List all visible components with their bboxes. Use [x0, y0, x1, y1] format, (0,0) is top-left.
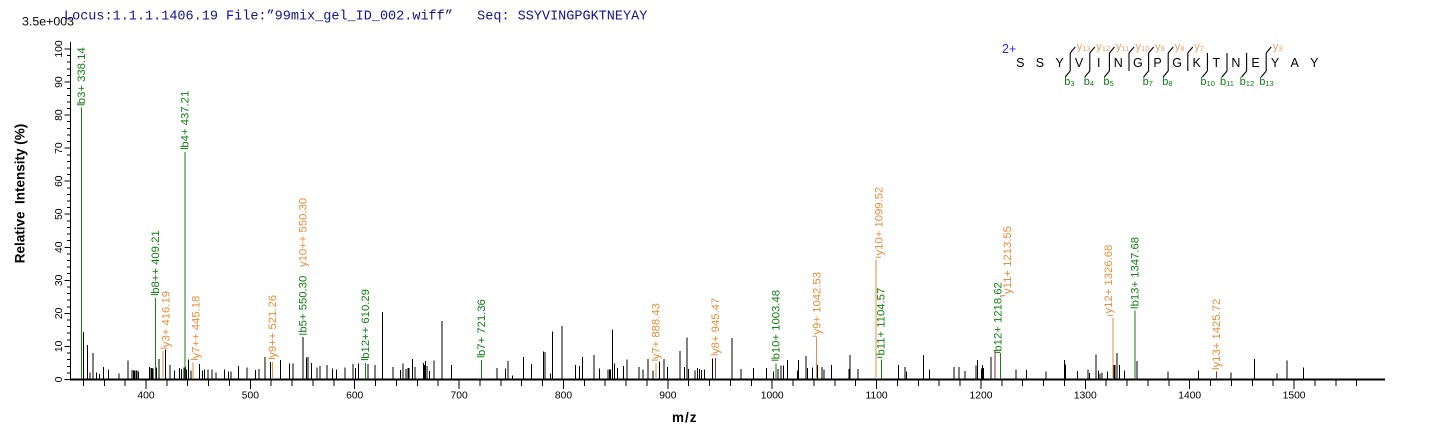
- svg-text:Relative Intensity (%): Relative Intensity (%): [13, 124, 28, 264]
- svg-text:800: 800: [555, 391, 572, 402]
- svg-text:900: 900: [659, 391, 676, 402]
- svg-text:y3: y3: [1273, 41, 1283, 53]
- svg-text:60: 60: [54, 175, 65, 187]
- svg-text:b12++ 610.29: b12++ 610.29: [360, 289, 372, 359]
- svg-text:y9+ 1042.53: y9+ 1042.53: [811, 272, 823, 335]
- svg-text:b3+ 338.14: b3+ 338.14: [76, 47, 88, 104]
- svg-text:y9: y9: [1155, 41, 1165, 53]
- svg-text:Y: Y: [1310, 56, 1319, 70]
- svg-text:m/z: m/z: [672, 410, 698, 425]
- svg-text:b12+ 1218.62: b12+ 1218.62: [993, 282, 1005, 351]
- svg-text:y10++ 550.30: y10++ 550.30: [297, 198, 309, 267]
- svg-text:b4: b4: [1084, 76, 1094, 88]
- svg-text:b4+ 437.21: b4+ 437.21: [179, 91, 191, 148]
- svg-text:b13+ 1347.68: b13+ 1347.68: [1130, 237, 1142, 306]
- svg-text:20: 20: [54, 307, 65, 319]
- svg-text:I: I: [1097, 56, 1100, 70]
- svg-text:N: N: [1231, 56, 1240, 70]
- svg-text:70: 70: [54, 142, 65, 154]
- svg-text:S: S: [1016, 56, 1024, 70]
- svg-text:b12: b12: [1240, 76, 1255, 88]
- svg-text:S: S: [1036, 56, 1044, 70]
- svg-text:1500: 1500: [1283, 391, 1306, 402]
- svg-text:b8: b8: [1162, 76, 1172, 88]
- svg-text:y11+ 1213.55: y11+ 1213.55: [1002, 226, 1014, 294]
- svg-text:y10: y10: [1136, 41, 1150, 53]
- svg-text:b11+ 1104.57: b11+ 1104.57: [875, 288, 887, 356]
- svg-text:3.5e+003: 3.5e+003: [22, 15, 74, 29]
- svg-text:80: 80: [54, 109, 65, 121]
- svg-text:50: 50: [54, 208, 65, 220]
- svg-text:Locus:1.1.1.1406.19 File:”99mi: Locus:1.1.1.1406.19 File:”99mix_gel_ID_0…: [64, 10, 647, 25]
- svg-text:G: G: [1172, 56, 1182, 70]
- svg-text:400: 400: [137, 391, 154, 402]
- svg-text:b3: b3: [1064, 76, 1074, 88]
- svg-text:b8++ 409.21: b8++ 409.21: [150, 230, 162, 293]
- svg-text:1100: 1100: [866, 391, 888, 402]
- svg-text:0: 0: [54, 376, 65, 382]
- svg-text:y8: y8: [1175, 41, 1185, 53]
- svg-text:K: K: [1193, 56, 1202, 70]
- svg-text:y7++ 445.18: y7++ 445.18: [191, 296, 203, 359]
- svg-text:y12: y12: [1096, 41, 1110, 53]
- svg-text:1200: 1200: [970, 391, 993, 402]
- svg-text:100: 100: [54, 40, 65, 57]
- svg-text:y12+ 1326.68: y12+ 1326.68: [1103, 245, 1115, 314]
- svg-text:y7: y7: [1194, 41, 1204, 53]
- svg-text:700: 700: [451, 391, 468, 402]
- svg-text:A: A: [1291, 56, 1300, 70]
- svg-text:b7+ 721.36: b7+ 721.36: [476, 299, 488, 356]
- svg-text:V: V: [1075, 56, 1084, 70]
- svg-text:b11: b11: [1220, 76, 1234, 88]
- svg-text:1300: 1300: [1074, 391, 1097, 402]
- svg-text:b5: b5: [1103, 76, 1113, 88]
- svg-text:b13: b13: [1259, 76, 1274, 88]
- svg-text:500: 500: [242, 391, 259, 402]
- svg-text:1400: 1400: [1178, 391, 1201, 402]
- svg-text:y11: y11: [1116, 41, 1129, 53]
- svg-text:T: T: [1212, 56, 1220, 70]
- svg-text:G: G: [1133, 56, 1143, 70]
- svg-text:b7: b7: [1143, 76, 1153, 88]
- svg-text:Y: Y: [1055, 56, 1064, 70]
- svg-text:y8+ 945.47: y8+ 945.47: [710, 298, 722, 354]
- svg-text:b5+ 550.30: b5+ 550.30: [297, 276, 309, 333]
- svg-text:2+: 2+: [1002, 42, 1016, 56]
- svg-text:y13: y13: [1077, 41, 1091, 53]
- svg-text:40: 40: [54, 241, 65, 253]
- svg-text:y9++ 521.26: y9++ 521.26: [267, 295, 279, 358]
- svg-text:600: 600: [346, 391, 363, 402]
- svg-text:Y: Y: [1271, 56, 1280, 70]
- svg-text:y10+ 1099.52: y10+ 1099.52: [874, 187, 886, 256]
- svg-text:P: P: [1153, 56, 1161, 70]
- svg-text:10: 10: [54, 340, 65, 352]
- svg-text:b10: b10: [1200, 76, 1215, 88]
- svg-text:N: N: [1114, 56, 1123, 70]
- svg-text:y7+ 888.43: y7+ 888.43: [650, 303, 662, 359]
- svg-text:b10+ 1003.48: b10+ 1003.48: [770, 290, 782, 359]
- svg-text:y3+ 416.19: y3+ 416.19: [160, 291, 172, 347]
- svg-text:y13+ 1425.72: y13+ 1425.72: [1211, 299, 1223, 368]
- svg-text:1000: 1000: [761, 391, 784, 402]
- svg-text:90: 90: [54, 76, 65, 88]
- svg-text:E: E: [1251, 56, 1259, 70]
- svg-text:30: 30: [54, 274, 65, 286]
